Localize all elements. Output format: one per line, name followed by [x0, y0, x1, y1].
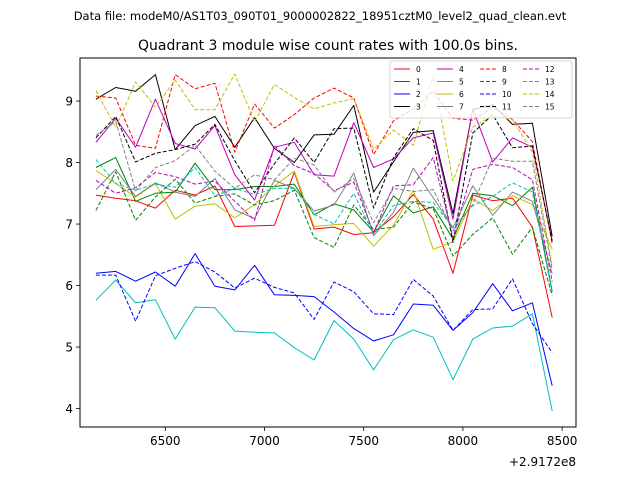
series-line-0	[95, 171, 553, 318]
legend-label-8: 8	[502, 65, 507, 74]
series-line-6	[95, 170, 553, 250]
x-tick-label: 7000	[249, 434, 280, 448]
series-line-15	[95, 120, 553, 270]
legend-label-1: 1	[416, 78, 421, 87]
legend-label-5: 5	[459, 78, 464, 87]
series-line-5	[95, 279, 553, 412]
x-offset-label: +2.9172e8	[509, 455, 576, 469]
legend-label-4: 4	[459, 65, 464, 74]
legend-label-11: 11	[502, 103, 512, 112]
axis-ticks: 6500 7000 7500 8000 8500 4 5 6 7 8 9	[65, 95, 577, 448]
series-line-7	[95, 167, 553, 275]
y-tick-label: 6	[65, 279, 73, 293]
series-lines	[95, 73, 553, 412]
series-line-14	[95, 73, 553, 267]
axes-frame	[79, 57, 577, 428]
series-line-9	[95, 171, 553, 296]
series-line-2	[95, 253, 553, 386]
legend-box	[389, 60, 573, 119]
x-tick-label: 7500	[348, 434, 379, 448]
legend-label-7: 7	[459, 103, 464, 112]
legend-label-2: 2	[416, 90, 421, 99]
legend-label-10: 10	[502, 90, 512, 99]
series-line-10	[95, 261, 553, 353]
legend-label-9: 9	[502, 78, 507, 87]
legend-label-0: 0	[416, 65, 421, 74]
legend-label-15: 15	[545, 103, 555, 112]
legend-label-13: 13	[545, 78, 555, 87]
legend-label-14: 14	[545, 90, 555, 99]
x-tick-label: 8500	[547, 434, 578, 448]
x-tick-label: 6500	[150, 434, 181, 448]
legend-label-12: 12	[545, 65, 555, 74]
y-tick-label: 8	[65, 156, 73, 170]
x-tick-label: 8000	[448, 434, 479, 448]
chart-title: Quadrant 3 module wise count rates with …	[138, 38, 518, 54]
legend-label-3: 3	[416, 103, 421, 112]
y-tick-label: 4	[65, 402, 73, 416]
series-line-11	[95, 114, 553, 243]
y-tick-label: 5	[65, 341, 73, 355]
legend-label-6: 6	[459, 90, 464, 99]
series-line-12	[95, 145, 553, 282]
y-tick-label: 7	[65, 218, 73, 232]
chart-suptitle: Data file: modeM0/AS1T03_090T01_90000028…	[74, 9, 567, 23]
y-tick-label: 9	[65, 95, 73, 109]
series-line-1	[95, 157, 553, 292]
